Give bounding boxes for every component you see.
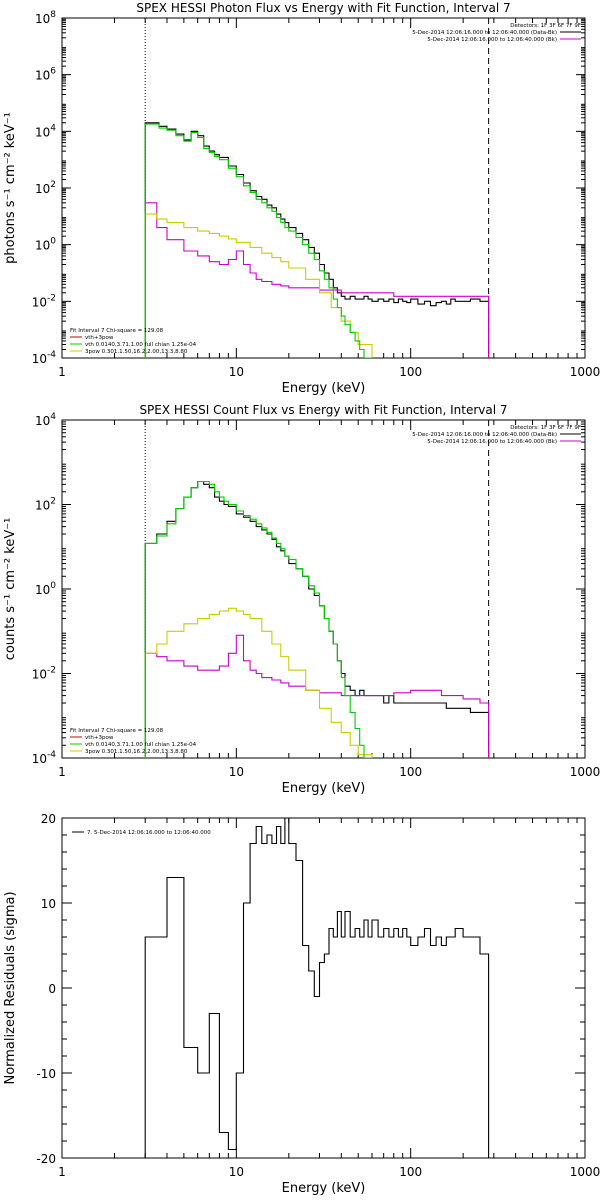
y-tick-label: 100 <box>35 581 56 597</box>
x-tick-label: 100 <box>399 365 422 379</box>
chart-1: 1 10 100 1000 10-4 10-2 100 102 104 106 108 SPEX HE… <box>3 1 600 396</box>
y-tick-label: 10-2 <box>32 666 56 682</box>
legend-entry: vth 0.0140,3.71,1.00 full chian 1.25e-04 <box>85 342 197 348</box>
plot-frame <box>61 17 586 359</box>
series-line-2 <box>144 202 490 358</box>
chart-3: 1 10 100 1000 -20 -10 0 10 20 Energy (keV) Normali… <box>3 812 600 1196</box>
y-tick-label: 102 <box>35 497 56 513</box>
series-line-4 <box>144 480 372 758</box>
x-axis-label: Energy (keV) <box>282 1181 366 1196</box>
chart-title: SPEX HESSI Count Flux vs Energy with Fit… <box>139 403 507 417</box>
plot-frame <box>61 817 586 1159</box>
y-tick-label: 0 <box>48 982 56 996</box>
fit-legend-header: Fit Interval 7 Chi-square = 129.08 <box>70 328 164 334</box>
y-tick-label: 20 <box>41 812 56 826</box>
x-tick-label: 10 <box>229 1165 244 1179</box>
y-tick-label: 10-4 <box>32 750 57 766</box>
y-tick-label: -10 <box>36 1067 56 1081</box>
x-tick-label: 1 <box>58 765 66 779</box>
legend-entry: 5-Dec-2014 12:06:16.000 to 12:06:40.000 … <box>412 432 557 438</box>
series-line-3 <box>144 213 373 358</box>
y-axis-label: photons s⁻¹ cm⁻² keV⁻¹ <box>3 112 18 264</box>
y-tick-label: 104 <box>35 123 56 139</box>
y-tick-label: 10 <box>41 897 56 911</box>
y-tick-label: 100 <box>35 237 56 253</box>
legend-entry: vth+3pow <box>85 335 114 341</box>
x-tick-label: 1000 <box>570 765 600 779</box>
y-tick-label: 10-4 <box>32 350 57 366</box>
series-line-2 <box>144 634 490 758</box>
x-axis-label: Energy (keV) <box>282 781 366 796</box>
legend-entry: vth 0.0140,3.71,1.00 full chian 1.25e-04 <box>85 742 197 748</box>
series-line-1 <box>144 480 490 758</box>
x-tick-label: 100 <box>399 1165 422 1179</box>
plot-frame <box>61 419 586 759</box>
y-axis-label: counts s⁻¹ cm⁻² keV⁻¹ <box>3 518 18 661</box>
y-tick-label: 102 <box>35 180 56 196</box>
series-line-3 <box>144 607 373 758</box>
series-line-4 <box>144 123 372 358</box>
x-tick-label: 10 <box>229 365 244 379</box>
x-tick-label: 1 <box>58 365 66 379</box>
y-tick-label: 108 <box>35 10 56 26</box>
y-tick-label: -20 <box>36 1152 56 1166</box>
series-line-1 <box>144 818 490 1158</box>
legend-entry: 3pow 0.301,1.50,16.2,2.00,13.3,8.80 <box>85 749 188 755</box>
legend-entry: 5-Dec-2014 12:06:16.000 to 12:06:40.000 … <box>427 439 557 445</box>
y-tick-label: 10-2 <box>32 293 56 309</box>
x-axis-label: Energy (keV) <box>282 381 366 396</box>
legend-entry: 3pow 0.301,1.50,16.2,2.00,13.3,8.80 <box>85 349 188 355</box>
legend-entry: vth+3pow <box>85 735 114 741</box>
y-axis-label: Normalized Residuals (sigma) <box>3 891 18 1084</box>
fit-legend-header: Fit Interval 7 Chi-square = 129.08 <box>70 728 164 734</box>
x-tick-label: 1 <box>58 1165 66 1179</box>
y-tick-label: 104 <box>35 412 56 428</box>
x-tick-label: 1000 <box>570 1165 600 1179</box>
legend-header: Detectors: 1F 3F 6F 7F 9F <box>510 23 581 29</box>
legend-header: Detectors: 1F 3F 6F 7F 9F <box>510 425 581 431</box>
series-line-1 <box>144 122 490 358</box>
chart-title: SPEX HESSI Photon Flux vs Energy with Fi… <box>136 1 510 15</box>
x-tick-label: 10 <box>229 765 244 779</box>
legend-entry: 7. 5-Dec-2014 12:06:16.000 to 12:06:40.0… <box>87 830 211 836</box>
chart-2: 1 10 100 1000 10-4 10-2 100 102 104 SPEX HESSI Co… <box>3 403 600 796</box>
legend-entry: 5-Dec-2014 12:06:16.000 to 12:06:40.000 … <box>412 30 557 36</box>
legend-entry: 5-Dec-2014 12:06:16.000 to 12:06:40.000 … <box>427 37 557 43</box>
x-tick-label: 100 <box>399 765 422 779</box>
x-tick-label: 1000 <box>570 365 600 379</box>
y-tick-label: 106 <box>35 67 56 83</box>
